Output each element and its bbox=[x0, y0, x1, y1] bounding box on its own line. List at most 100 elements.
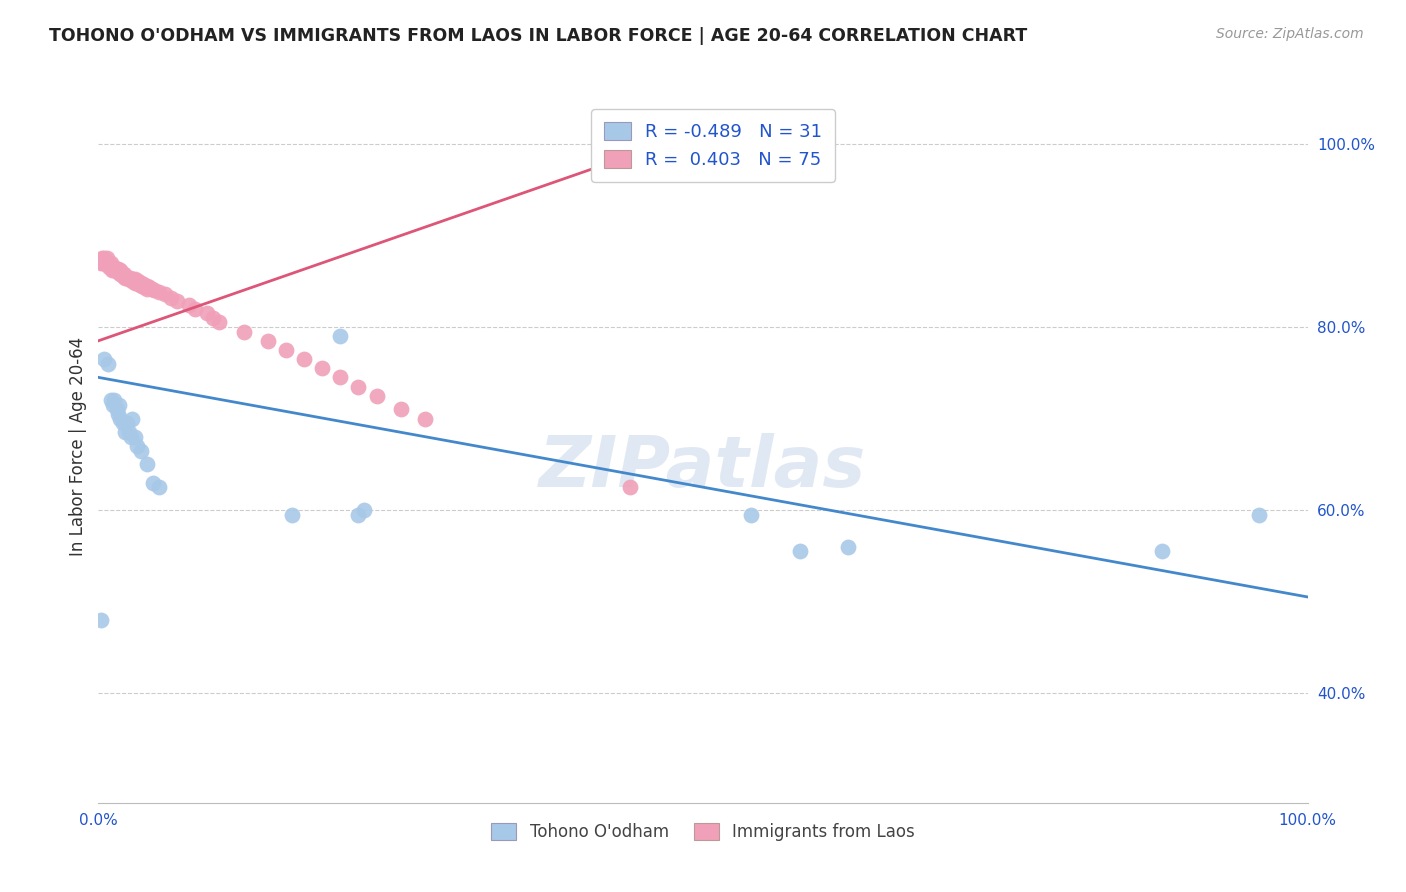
Point bbox=[108, 263, 131, 277]
Point bbox=[118, 272, 141, 286]
Point bbox=[740, 508, 762, 522]
Point bbox=[100, 393, 122, 408]
Point bbox=[96, 252, 118, 266]
Point bbox=[124, 276, 146, 290]
Point bbox=[292, 352, 315, 367]
Point bbox=[127, 439, 149, 453]
Point bbox=[179, 298, 201, 312]
Point bbox=[120, 430, 142, 444]
Point bbox=[97, 357, 120, 371]
Point bbox=[97, 258, 120, 272]
Point bbox=[96, 256, 118, 270]
Point bbox=[107, 265, 129, 279]
Point bbox=[108, 267, 131, 281]
Point bbox=[98, 260, 121, 274]
Point bbox=[101, 262, 124, 277]
Point bbox=[103, 393, 125, 408]
Point bbox=[93, 352, 115, 367]
Point bbox=[110, 265, 132, 279]
Point bbox=[97, 256, 120, 270]
Point bbox=[101, 398, 124, 412]
Point bbox=[311, 361, 333, 376]
Point bbox=[100, 260, 122, 275]
Point bbox=[135, 282, 157, 296]
Point bbox=[142, 475, 165, 490]
Point bbox=[103, 260, 125, 275]
Text: ZIPatlas: ZIPatlas bbox=[540, 433, 866, 502]
Point bbox=[389, 402, 412, 417]
Point bbox=[114, 270, 136, 285]
Point bbox=[115, 269, 138, 284]
Point bbox=[1249, 508, 1271, 522]
Point bbox=[111, 267, 134, 281]
Point bbox=[619, 480, 641, 494]
Point bbox=[118, 270, 141, 285]
Point bbox=[274, 343, 297, 357]
Point bbox=[93, 252, 115, 266]
Point bbox=[153, 287, 176, 301]
Point bbox=[135, 458, 157, 472]
Point bbox=[347, 508, 370, 522]
Point bbox=[366, 389, 388, 403]
Point bbox=[1152, 544, 1174, 558]
Point bbox=[117, 270, 139, 285]
Point bbox=[132, 277, 155, 291]
Point bbox=[121, 411, 143, 425]
Point bbox=[107, 407, 129, 421]
Point bbox=[148, 480, 170, 494]
Point bbox=[100, 260, 122, 275]
Point bbox=[184, 301, 207, 316]
Point bbox=[121, 271, 143, 285]
Point bbox=[413, 411, 436, 425]
Point bbox=[837, 540, 859, 554]
Point bbox=[128, 277, 150, 292]
Point bbox=[281, 508, 304, 522]
Point bbox=[127, 274, 149, 288]
Point bbox=[195, 306, 218, 320]
Point bbox=[114, 268, 136, 283]
Point bbox=[94, 256, 117, 270]
Point bbox=[105, 262, 128, 277]
Point bbox=[329, 370, 352, 384]
Point bbox=[118, 425, 141, 440]
Point bbox=[353, 503, 375, 517]
Point bbox=[111, 268, 134, 283]
Point bbox=[117, 416, 139, 430]
Point bbox=[105, 402, 128, 417]
Point bbox=[329, 329, 352, 343]
Point bbox=[129, 443, 152, 458]
Point bbox=[138, 280, 160, 294]
Point bbox=[127, 276, 149, 290]
Point bbox=[112, 267, 135, 281]
Point bbox=[232, 325, 254, 339]
Point bbox=[166, 294, 188, 309]
Point bbox=[108, 411, 131, 425]
Point bbox=[90, 256, 112, 270]
Point bbox=[100, 263, 122, 277]
Y-axis label: In Labor Force | Age 20-64: In Labor Force | Age 20-64 bbox=[69, 336, 87, 556]
Point bbox=[148, 285, 170, 300]
Point bbox=[143, 284, 166, 298]
Point bbox=[131, 279, 153, 293]
Point bbox=[124, 430, 146, 444]
Point bbox=[141, 282, 163, 296]
Point bbox=[107, 262, 129, 277]
Point bbox=[104, 260, 127, 275]
Legend: Tohono O'odham, Immigrants from Laos: Tohono O'odham, Immigrants from Laos bbox=[485, 816, 921, 848]
Point bbox=[160, 291, 183, 305]
Point bbox=[134, 280, 156, 294]
Point bbox=[108, 265, 131, 279]
Point bbox=[124, 272, 146, 286]
Point bbox=[789, 544, 811, 558]
Point bbox=[91, 252, 114, 266]
Point bbox=[90, 613, 112, 627]
Point bbox=[208, 316, 231, 330]
Text: Source: ZipAtlas.com: Source: ZipAtlas.com bbox=[1216, 27, 1364, 41]
Point bbox=[101, 260, 124, 274]
Point bbox=[125, 274, 148, 288]
Point bbox=[120, 272, 142, 286]
Point bbox=[111, 416, 134, 430]
Point bbox=[93, 256, 115, 270]
Text: TOHONO O'ODHAM VS IMMIGRANTS FROM LAOS IN LABOR FORCE | AGE 20-64 CORRELATION CH: TOHONO O'ODHAM VS IMMIGRANTS FROM LAOS I… bbox=[49, 27, 1028, 45]
Point bbox=[100, 256, 122, 270]
